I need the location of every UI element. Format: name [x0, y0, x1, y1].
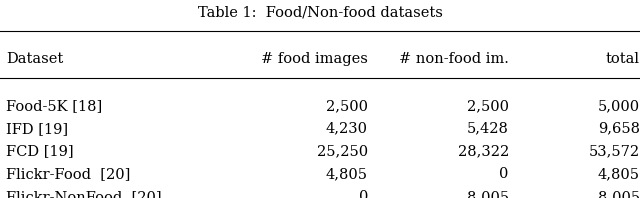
Text: 2,500: 2,500 [467, 99, 509, 113]
Text: 25,250: 25,250 [317, 145, 368, 159]
Text: Table 1:  Food/Non-food datasets: Table 1: Food/Non-food datasets [198, 6, 442, 20]
Text: 5,000: 5,000 [598, 99, 640, 113]
Text: 4,230: 4,230 [326, 122, 368, 136]
Text: total: total [606, 52, 640, 67]
Text: 4,805: 4,805 [326, 167, 368, 181]
Text: # non-food im.: # non-food im. [399, 52, 509, 67]
Text: 8,005: 8,005 [467, 190, 509, 198]
Text: # food images: # food images [261, 52, 368, 67]
Text: Flickr-Food  [20]: Flickr-Food [20] [6, 167, 131, 181]
Text: 53,572: 53,572 [589, 145, 640, 159]
Text: 0: 0 [499, 167, 509, 181]
Text: 8,005: 8,005 [598, 190, 640, 198]
Text: 28,322: 28,322 [458, 145, 509, 159]
Text: 4,805: 4,805 [598, 167, 640, 181]
Text: 5,428: 5,428 [467, 122, 509, 136]
Text: FCD [19]: FCD [19] [6, 145, 74, 159]
Text: 2,500: 2,500 [326, 99, 368, 113]
Text: Food-5K [18]: Food-5K [18] [6, 99, 102, 113]
Text: Dataset: Dataset [6, 52, 63, 67]
Text: 0: 0 [358, 190, 368, 198]
Text: Flickr-NonFood  [20]: Flickr-NonFood [20] [6, 190, 162, 198]
Text: 9,658: 9,658 [598, 122, 640, 136]
Text: IFD [19]: IFD [19] [6, 122, 68, 136]
